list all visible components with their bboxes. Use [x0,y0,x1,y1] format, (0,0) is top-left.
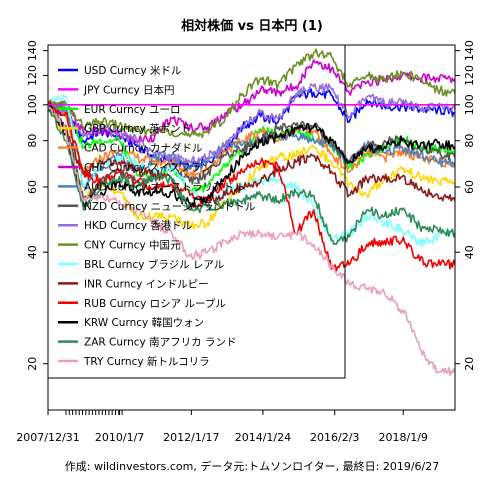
y-tick-label-left: 20 [26,357,39,371]
x-tick-label: 2016/2/3 [310,431,359,444]
legend-label: AUD Curncy オーストラリアドル [84,181,244,193]
series-line [48,83,455,167]
legend-box [47,44,346,379]
series-line [48,104,455,209]
legend-label: USD Curncy 米ドル [84,64,181,77]
legend-label: EUR Curncy ユーロ [84,104,181,116]
legend-label: JPY Curncy 日本円 [83,83,175,96]
series-line [48,104,455,211]
legend-label: TRY Curncy 新トルコリラ [83,355,210,368]
x-tick-label: 2018/1/9 [379,431,428,444]
legend-label: GBP Curncy 英ポンド [84,122,191,135]
y-tick-label-left: 140 [26,40,39,61]
y-tick-label-right: 100 [463,94,476,115]
chart-title: 相対株価 vs 日本円 (1) [181,18,323,34]
y-tick-label-right: 20 [463,357,476,371]
legend-label: BRL Curncy ブラジル レアル [84,258,224,271]
legend-label: KRW Curncy 韓国ウォン [84,317,204,329]
y-tick-label-left: 100 [26,94,39,115]
legend-label: CHF Curncy スイスフラン [84,162,211,174]
y-tick-label-right: 40 [463,245,476,259]
x-tick-label: 2012/1/17 [163,431,219,444]
legend-label: CAD Curncy カナダドル [84,142,203,155]
y-tick-label-right: 80 [463,134,476,148]
series-line [48,94,455,248]
legend: USD Curncy 米ドル JPY Curncy 日本円 EUR Curncy ユ… [47,44,346,379]
y-tick-label-left: 60 [26,180,39,194]
series-line [48,100,455,272]
legend-label: INR Curncy インドルピー [84,278,209,290]
y-tick-label-right: 120 [463,65,476,86]
x-tick-label: 2007/12/31 [16,431,79,444]
series-group [48,48,455,376]
legend-label: NZD Curncy ニュージーランドドル [84,201,255,213]
y-tick-label-left: 80 [26,134,39,148]
x-tick-label: 2014/1/24 [235,431,291,444]
chart-footer: 作成: wildinvestors.com, データ元:トムソンロイター, 最終… [65,459,439,473]
y-tick-label-right: 140 [463,40,476,61]
axes-layer: 20 20 40 40 60 60 80 80 100 100 120 120 140 140 2007/1… [16,40,476,444]
y-tick-label-left: 120 [26,65,39,86]
series-line [48,104,455,376]
y-tick-label-right: 60 [463,180,476,194]
series-line [48,48,455,139]
legend-label: CNY Curncy 中国元 [84,239,181,252]
series-line [48,104,455,246]
data-layer [48,48,455,376]
legend-label: ZAR Curncy 南アフリカ ランド [84,336,236,349]
x-tick-label: 2010/1/7 [95,431,144,444]
y-tick-label-left: 40 [26,245,39,259]
series-line [48,103,455,178]
legend-label: RUB Curncy ロシア ルーブル [84,297,226,310]
legend-label: HKD Curncy 香港ドル [84,220,192,232]
